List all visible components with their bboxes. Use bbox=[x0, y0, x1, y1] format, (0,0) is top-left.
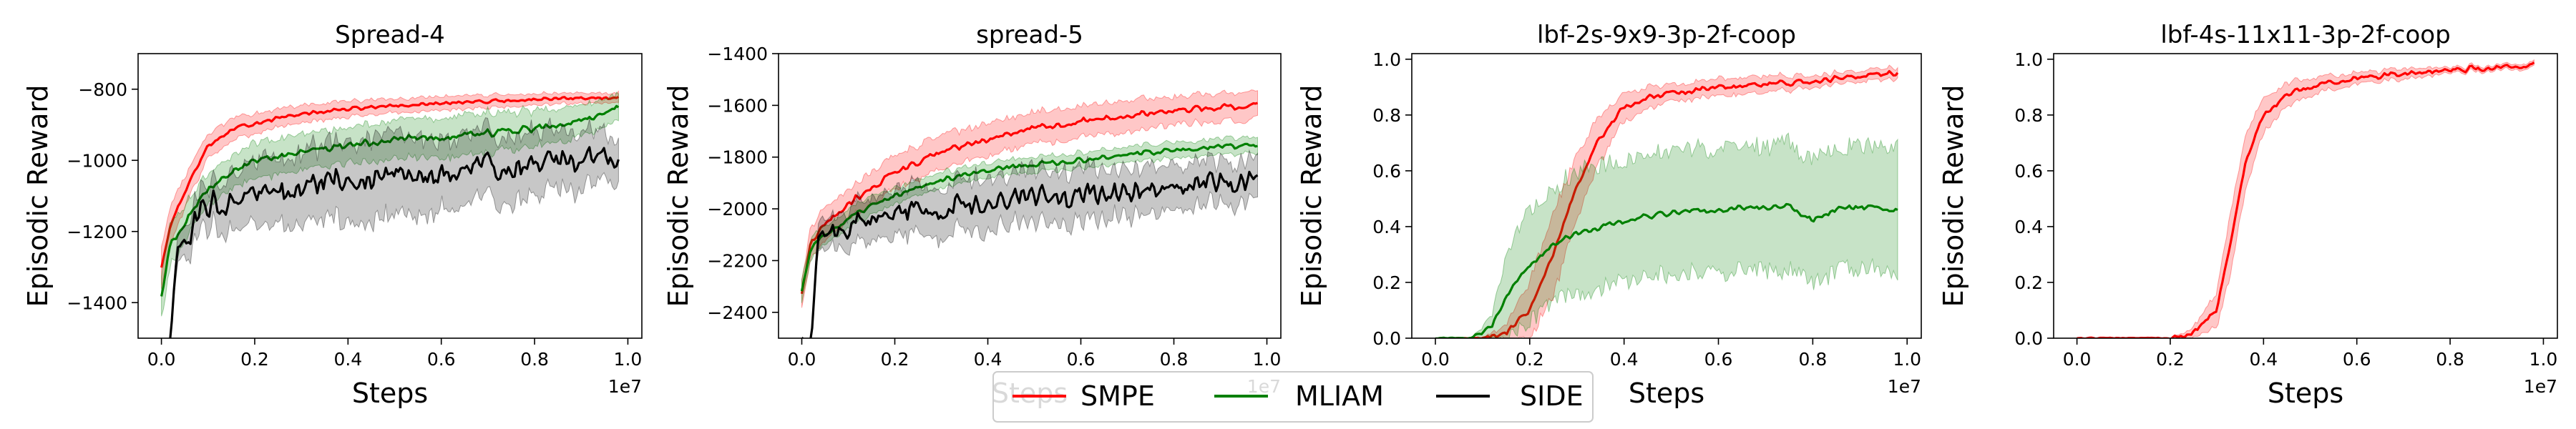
y-tick-label: 1.0 bbox=[2014, 49, 2043, 70]
x-tick-label: 1.0 bbox=[1253, 349, 1282, 370]
x-tick-label: 0.0 bbox=[147, 349, 176, 370]
y-axis-label: Episodic Reward bbox=[1938, 85, 1969, 307]
axes-frame bbox=[778, 53, 1282, 339]
x-offset-label: 1e7 bbox=[2524, 376, 2557, 397]
x-tick-label: 0.8 bbox=[2436, 349, 2464, 370]
y-tick-label: 0.6 bbox=[2014, 161, 2043, 182]
x-tick-label: 1.0 bbox=[1893, 349, 1921, 370]
plot-area bbox=[1435, 64, 1899, 338]
x-tick-label: 1.0 bbox=[614, 349, 643, 370]
y-tick-label: −1400 bbox=[707, 44, 768, 64]
axes-frame bbox=[137, 53, 643, 339]
x-tick-label: 0.8 bbox=[1160, 349, 1189, 370]
x-axis-label: Steps bbox=[352, 378, 428, 409]
legend: SMPE MLIAM SIDE bbox=[992, 371, 1594, 423]
axes-frame bbox=[1411, 53, 1922, 339]
y-tick-label: −1200 bbox=[67, 222, 127, 242]
x-tick-label: 0.8 bbox=[1798, 349, 1827, 370]
legend-label-mliam: MLIAM bbox=[1295, 380, 1384, 412]
x-tick-label: 0.2 bbox=[1516, 349, 1544, 370]
y-tick-label: −1600 bbox=[707, 95, 768, 116]
chart-title: lbf-4s-11x11-3p-2f-coop bbox=[2160, 21, 2450, 49]
series-band-mliam bbox=[1435, 132, 1898, 338]
y-tick-label: 0.2 bbox=[2014, 272, 2043, 293]
chart-panels: 0.0 0.2 0.4 0.6 0.8 1.0 −1400 −1200 −1000 −800 Spr… bbox=[22, 21, 2558, 409]
series-band-mliam bbox=[801, 135, 1258, 303]
series-band-smpe bbox=[2077, 59, 2534, 338]
plot-area bbox=[160, 90, 620, 338]
series-line-side bbox=[162, 146, 620, 338]
y-tick-label: 1.0 bbox=[1372, 49, 1401, 70]
y-tick-label: −1000 bbox=[67, 150, 127, 171]
x-tick-label: 0.6 bbox=[1067, 349, 1096, 370]
series-line-smpe bbox=[800, 102, 1258, 295]
legend-label-smpe: SMPE bbox=[1080, 380, 1155, 412]
y-tick-label: 0.4 bbox=[2014, 217, 2043, 237]
x-offset-label: 1e7 bbox=[608, 376, 642, 397]
chart-title: Spread-4 bbox=[335, 21, 445, 49]
x-tick-label: 0.4 bbox=[2249, 349, 2278, 370]
y-tick-label: −1400 bbox=[67, 292, 127, 313]
chart-title: lbf-2s-9x9-3p-2f-coop bbox=[1537, 21, 1796, 49]
y-axis-label: Episodic Reward bbox=[22, 85, 54, 307]
plot-area bbox=[800, 89, 1259, 338]
x-tick-label: 0.2 bbox=[240, 349, 269, 370]
chart-panel-lbf-4s-11x11-3p-2f-coop: 0.0 0.2 0.4 0.6 0.8 1.0 0.0 0.2 0.4 0.6 0.8 1.0 lbf-… bbox=[1938, 21, 2558, 409]
x-tick-label: 0.2 bbox=[881, 349, 909, 370]
series-line-mliam bbox=[800, 142, 1258, 292]
x-tick-label: 0.4 bbox=[1610, 349, 1639, 370]
y-axis-label: Episodic Reward bbox=[1296, 85, 1327, 307]
x-tick-label: 0.4 bbox=[974, 349, 1002, 370]
y-tick-label: 0.4 bbox=[1372, 217, 1401, 237]
series-band-smpe bbox=[1435, 64, 1898, 338]
series-line-side bbox=[801, 170, 1259, 338]
series-line-smpe bbox=[2077, 61, 2535, 338]
y-tick-label: 0.8 bbox=[1372, 105, 1401, 126]
y-tick-label: 0.6 bbox=[1372, 161, 1401, 182]
x-offset-label: 1e7 bbox=[1888, 376, 1921, 397]
chart-panel-spread-5: 0.0 0.2 0.4 0.6 0.8 1.0 −2400 −2200 −2000 −1800 −1… bbox=[663, 21, 1282, 409]
y-tick-label: 0.8 bbox=[2014, 105, 2043, 126]
x-tick-label: 0.0 bbox=[788, 349, 816, 370]
axes-frame bbox=[2053, 53, 2558, 339]
series-band-smpe bbox=[801, 89, 1258, 308]
series-line-smpe bbox=[160, 96, 620, 268]
x-tick-label: 0.8 bbox=[520, 349, 549, 370]
x-axis-label: Steps bbox=[1629, 378, 1704, 409]
series-line-mliam bbox=[1435, 202, 1898, 338]
y-tick-label: 0.2 bbox=[1372, 272, 1401, 293]
y-tick-label: −2400 bbox=[707, 302, 768, 323]
x-tick-label: 0.6 bbox=[2343, 349, 2371, 370]
y-axis-label: Episodic Reward bbox=[663, 85, 694, 307]
chart-panel-lbf-2s-9x9-3p-2f-coop: 0.0 0.2 0.4 0.6 0.8 1.0 0.0 0.2 0.4 0.6 0.8 1.0 lbf-… bbox=[1296, 21, 1922, 409]
x-tick-label: 0.2 bbox=[2156, 349, 2185, 370]
plot-area bbox=[2077, 59, 2535, 338]
x-tick-label: 0.0 bbox=[1421, 349, 1450, 370]
x-tick-label: 0.4 bbox=[333, 349, 362, 370]
chart-panel-spread-4: 0.0 0.2 0.4 0.6 0.8 1.0 −1400 −1200 −1000 −800 Spr… bbox=[22, 21, 643, 409]
legend-label-side: SIDE bbox=[1520, 380, 1584, 412]
x-axis-label: Steps bbox=[2268, 378, 2343, 409]
y-tick-label: −800 bbox=[78, 79, 127, 100]
chart-title: spread-5 bbox=[976, 21, 1083, 49]
series-line-mliam bbox=[160, 104, 620, 297]
x-tick-label: 0.6 bbox=[427, 349, 456, 370]
y-tick-label: 0.0 bbox=[1372, 328, 1401, 349]
x-tick-label: 1.0 bbox=[2529, 349, 2558, 370]
y-tick-label: −2000 bbox=[707, 199, 768, 220]
series-band-mliam bbox=[161, 92, 619, 317]
series-band-smpe bbox=[161, 90, 619, 289]
series-line-smpe bbox=[1435, 70, 1899, 338]
legend-frame bbox=[992, 371, 1594, 423]
x-tick-label: 0.0 bbox=[2063, 349, 2092, 370]
y-tick-label: −2200 bbox=[707, 250, 768, 271]
x-tick-label: 0.6 bbox=[1704, 349, 1733, 370]
y-tick-label: 0.0 bbox=[2014, 328, 2043, 349]
y-tick-label: −1800 bbox=[707, 147, 768, 168]
